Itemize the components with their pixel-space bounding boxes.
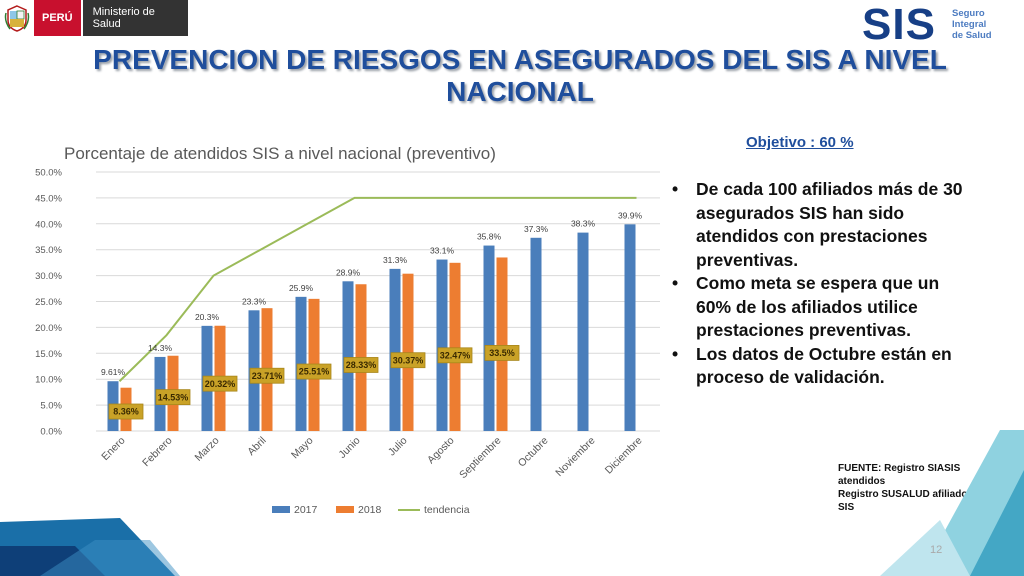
y-tick-label: 45.0% xyxy=(35,193,62,204)
data-label-2017: 39.9% xyxy=(618,210,643,220)
sis-logo: SIS Seguro Integral de Salud xyxy=(862,0,1012,49)
data-label-2017: 9.61% xyxy=(101,367,126,377)
x-tick-label: Julio xyxy=(386,435,410,459)
y-tick-label: 25.0% xyxy=(35,297,62,308)
data-label-2018-box xyxy=(108,403,144,420)
ministry-label: Ministerio de Salud xyxy=(82,0,188,36)
chart-title: Porcentaje de atendidos SIS a nivel naci… xyxy=(64,144,496,163)
page-title: PREVENCION DE RIESGOS EN ASEGURADOS DEL … xyxy=(93,44,947,107)
x-tick-label: Enero xyxy=(99,435,127,463)
bar-2017 xyxy=(530,237,542,431)
data-label-2018: 23.71% xyxy=(252,371,283,381)
coat-of-arms-icon xyxy=(0,0,34,36)
x-tick-label: Mayo xyxy=(289,435,316,462)
y-tick-label: 0.0% xyxy=(40,427,62,438)
data-label-2018: 14.53% xyxy=(158,392,189,402)
x-tick-label: Agosto xyxy=(425,435,457,467)
decorative-shape-right xyxy=(880,430,1024,576)
data-label-2018: 32.47% xyxy=(440,351,471,361)
country-label: PERÚ xyxy=(34,0,83,36)
bar-2017 xyxy=(389,268,401,431)
trend-line xyxy=(118,196,637,382)
bar-2018 xyxy=(496,257,508,431)
data-label-2017: 23.3% xyxy=(242,296,267,306)
government-banner: PERÚ Ministerio de Salud xyxy=(0,0,188,36)
legend-label-2018: 2018 xyxy=(358,504,382,516)
y-tick-label: 50.0% xyxy=(35,168,62,179)
x-tick-label: Diciembre xyxy=(603,435,645,477)
bullet-item: • Los datos de Octubre están en proceso d… xyxy=(672,343,952,388)
data-label-2017: 37.3% xyxy=(524,224,549,234)
data-label-2018-box xyxy=(155,389,191,406)
legend-label-tendencia: tendencia xyxy=(424,504,470,516)
y-tick-label: 5.0% xyxy=(40,401,62,412)
chart-trend-line xyxy=(118,196,637,382)
x-tick-label: Noviembre xyxy=(553,435,597,479)
bullet-list: • De cada 100 afiliados más de 30 asegura… xyxy=(668,178,968,390)
data-label-2018-box xyxy=(437,347,473,364)
chart-axes: 0.0% 5.0% 10.0% 15.0% 20.0% 25.0% 30.0% 35.0% 40… xyxy=(35,168,645,482)
sis-logo-tagline: Seguro Integral de Salud xyxy=(952,8,992,41)
decorative-shape-left xyxy=(0,518,180,576)
bar-chart: 9.61% 14.3% 20.3% 23.3% 25.9% 28.9% 31.3% 33.1%… xyxy=(35,168,660,516)
chart-data-labels: 9.61% 14.3% 20.3% 23.3% 25.9% 28.9% 31.3% 33.1%… xyxy=(101,210,643,420)
data-label-2017: 33.1% xyxy=(430,246,455,256)
x-tick-label: Abril xyxy=(245,435,268,458)
data-label-2018-box xyxy=(296,363,332,380)
data-label-2017: 35.8% xyxy=(477,232,502,242)
data-label-2017: 31.3% xyxy=(383,255,408,265)
data-label-2018-box xyxy=(202,375,238,392)
x-tick-label: Febrero xyxy=(140,435,175,470)
y-tick-label: 10.0% xyxy=(35,375,62,386)
bar-2017 xyxy=(577,232,589,431)
bar-2017 xyxy=(624,224,636,431)
data-label-2017: 28.9% xyxy=(336,267,361,277)
sis-logo-word: SIS xyxy=(862,0,936,49)
data-label-2018-box xyxy=(484,345,520,361)
y-tick-label: 30.0% xyxy=(35,271,62,282)
data-label-2018-box xyxy=(390,352,426,369)
y-tick-label: 15.0% xyxy=(35,349,62,360)
x-tick-label: Septiembre xyxy=(457,435,504,482)
legend-label-2017: 2017 xyxy=(294,504,318,516)
bar-2017 xyxy=(342,281,354,431)
y-tick-label: 20.0% xyxy=(35,323,62,334)
bar-2017 xyxy=(436,259,448,431)
data-label-2018: 33.5% xyxy=(489,348,515,358)
objective-link[interactable]: Objetivo : 60 % xyxy=(746,134,854,151)
data-label-2017: 25.9% xyxy=(289,283,314,293)
legend-swatch-2018 xyxy=(336,506,354,513)
data-label-2018: 28.33% xyxy=(346,360,377,370)
x-tick-label: Marzo xyxy=(192,435,221,464)
data-label-2018-box xyxy=(343,357,379,373)
chart-legend: 2017 2018 tendencia xyxy=(272,504,470,516)
bullet-item: • De cada 100 afiliados más de 30 asegura… xyxy=(672,179,963,270)
data-label-2017: 38.3% xyxy=(571,219,596,229)
data-label-2018: 25.51% xyxy=(299,367,330,377)
page-number: 12 xyxy=(930,544,943,556)
data-label-2018: 30.37% xyxy=(393,355,424,365)
y-tick-label: 40.0% xyxy=(35,219,62,230)
data-label-2017: 14.3% xyxy=(148,343,173,353)
y-tick-label: 35.0% xyxy=(35,245,62,256)
bar-2018 xyxy=(449,262,461,431)
data-label-2017: 20.3% xyxy=(195,312,220,322)
data-label-2018-box xyxy=(249,367,285,384)
legend-swatch-2017 xyxy=(272,506,290,513)
x-tick-label: Octubre xyxy=(516,435,551,470)
source-note: FUENTE: Registro SIASIS atendidos Regist… xyxy=(838,463,974,513)
data-label-2018: 20.32% xyxy=(205,379,236,389)
bullet-item: • Como meta se espera que un 60% de los a… xyxy=(672,273,940,340)
data-label-2018: 8.36% xyxy=(113,407,139,417)
x-tick-label: Junio xyxy=(336,435,362,461)
bar-2017 xyxy=(483,245,495,431)
